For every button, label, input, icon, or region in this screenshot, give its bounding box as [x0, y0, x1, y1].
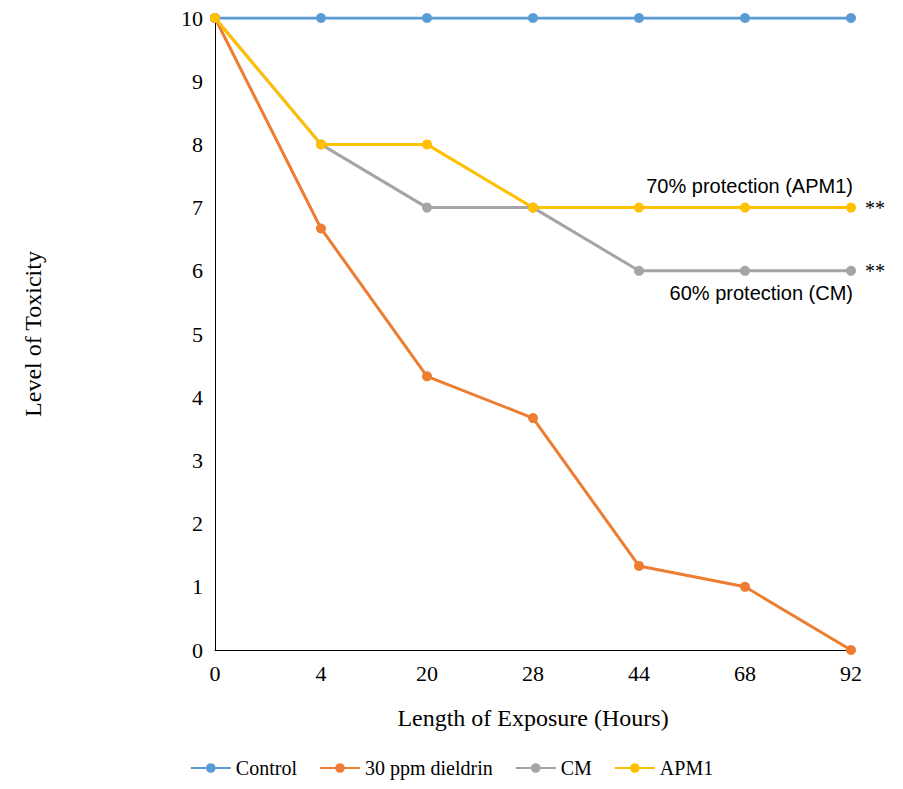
- svg-text:0: 0: [192, 638, 203, 663]
- svg-text:44: 44: [628, 661, 650, 686]
- svg-text:1: 1: [192, 574, 203, 599]
- svg-text:2: 2: [192, 511, 203, 536]
- svg-text:6: 6: [192, 258, 203, 283]
- svg-text:20: 20: [416, 661, 438, 686]
- svg-text:70% protection (APM1): 70% protection (APM1): [646, 175, 853, 197]
- svg-text:Length of Exposure (Hours): Length of Exposure (Hours): [397, 705, 668, 731]
- svg-text:92: 92: [840, 661, 862, 686]
- svg-text:4: 4: [316, 661, 327, 686]
- svg-text:28: 28: [522, 661, 544, 686]
- svg-text:9: 9: [192, 69, 203, 94]
- svg-text:5: 5: [192, 322, 203, 347]
- svg-text:Level of Toxicity: Level of Toxicity: [20, 251, 46, 417]
- svg-text:60% protection (CM): 60% protection (CM): [670, 282, 853, 304]
- svg-text:10: 10: [181, 6, 203, 31]
- svg-text:**: **: [865, 260, 885, 282]
- svg-text:30 ppm dieldrin: 30 ppm dieldrin: [365, 757, 493, 780]
- svg-text:**: **: [865, 197, 885, 219]
- svg-text:7: 7: [192, 195, 203, 220]
- svg-text:Control: Control: [236, 757, 298, 779]
- svg-text:3: 3: [192, 448, 203, 473]
- svg-text:0: 0: [210, 661, 221, 686]
- svg-text:8: 8: [192, 132, 203, 157]
- svg-text:CM: CM: [561, 757, 592, 779]
- svg-text:4: 4: [192, 385, 203, 410]
- svg-text:68: 68: [734, 661, 756, 686]
- svg-text:APM1: APM1: [660, 757, 713, 779]
